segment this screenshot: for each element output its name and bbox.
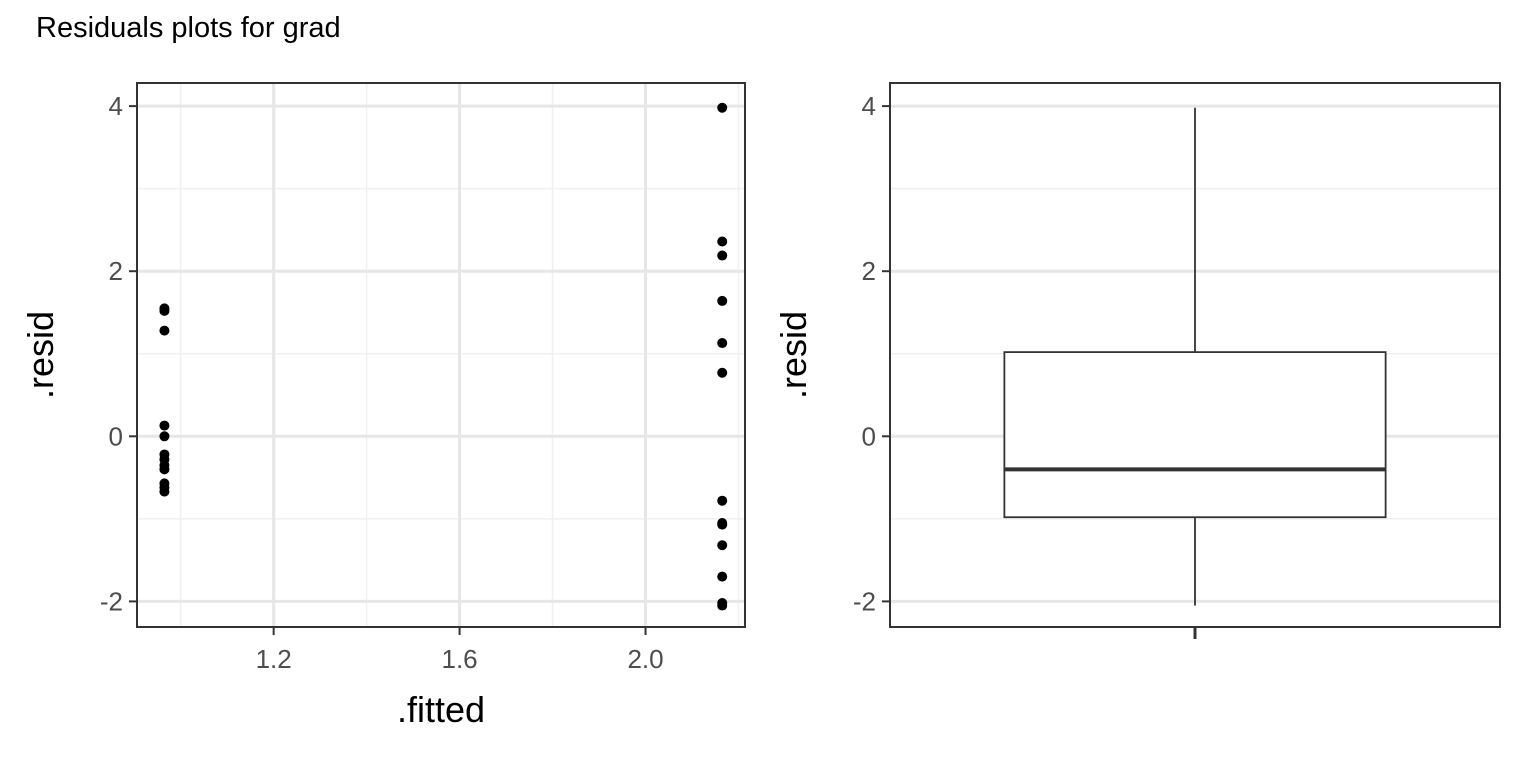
scatter-y-axis-title: .resid: [20, 311, 61, 399]
scatter-point: [717, 236, 728, 247]
scatter-point: [717, 367, 728, 378]
scatter-tick-label-y: 2: [109, 256, 123, 286]
scatter-point: [717, 495, 728, 506]
scatter-point: [159, 431, 170, 442]
scatter-point: [159, 464, 170, 475]
figure-title: Residuals plots for grad: [36, 12, 341, 44]
scatter-tick-label-x: 1.2: [256, 644, 292, 674]
scatter-point: [717, 102, 728, 113]
scatter-tick-label-x: 1.6: [442, 644, 478, 674]
boxplot-panel-border: [889, 82, 1501, 628]
scatter-tick-label-y: 4: [109, 91, 123, 121]
scatter-point: [717, 540, 728, 551]
scatter-point: [717, 295, 728, 306]
boxplot-tick-label-y: 2: [862, 256, 876, 286]
scatter-tick-label-y: -2: [100, 586, 123, 616]
scatter-point: [717, 600, 728, 611]
panel-scatter-resid-vs-fitted: -2 0 2 4 1.2 1.6 2.0 .fitted .resid: [20, 82, 746, 730]
scatter-point: [717, 519, 728, 530]
scatter-tick-label-x: 2.0: [627, 644, 663, 674]
scatter-point: [717, 250, 728, 261]
scatter-point: [159, 325, 170, 336]
scatter-point: [159, 305, 170, 316]
scatter-point: [159, 486, 170, 497]
scatter-point: [717, 338, 728, 349]
boxplot-y-axis-title: .resid: [773, 311, 814, 399]
scatter-x-axis-title: .fitted: [397, 689, 485, 730]
boxplot-tick-label-y: -2: [853, 586, 876, 616]
scatter-tick-label-y: 0: [109, 421, 123, 451]
panel-boxplot-resid: -2 0 2 4 .resid: [773, 82, 1501, 639]
boxplot-tick-label-y: 0: [862, 421, 876, 451]
boxplot-box: [1003, 351, 1387, 519]
scatter-point: [159, 420, 170, 431]
scatter-panel-border: [136, 82, 746, 628]
scatter-point: [717, 571, 728, 582]
boxplot-tick-label-y: 4: [862, 91, 876, 121]
scatter-plot-background: [137, 83, 745, 627]
